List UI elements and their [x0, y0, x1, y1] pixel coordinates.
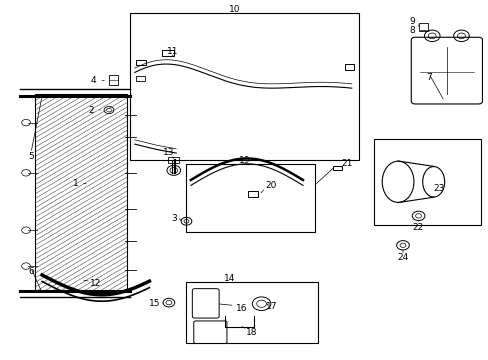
Text: 24: 24	[397, 253, 408, 262]
Text: 13: 13	[163, 148, 174, 157]
Bar	[168, 157, 179, 163]
Text: 14: 14	[224, 274, 235, 283]
Text: 23: 23	[433, 184, 444, 193]
Text: 21: 21	[341, 159, 352, 168]
Text: 2: 2	[88, 105, 94, 114]
Text: 12: 12	[90, 279, 101, 288]
Bar	[136, 59, 146, 65]
Text: 6: 6	[28, 267, 34, 276]
Bar	[161, 50, 173, 56]
Text: 22: 22	[411, 223, 422, 232]
Bar	[373, 139, 480, 225]
Text: 20: 20	[265, 181, 276, 190]
Bar	[418, 23, 427, 31]
Text: 15: 15	[148, 299, 160, 308]
Bar	[35, 94, 127, 291]
Bar	[109, 75, 118, 85]
Bar	[136, 76, 145, 81]
Text: 7: 7	[425, 73, 431, 82]
Text: 4: 4	[90, 76, 96, 85]
Text: 3: 3	[171, 214, 176, 223]
Text: 11: 11	[166, 47, 178, 56]
Text: 16: 16	[236, 304, 247, 313]
Text: 5: 5	[28, 152, 34, 161]
Text: 9: 9	[409, 17, 415, 26]
Text: 1: 1	[73, 179, 79, 188]
Text: 8: 8	[408, 26, 414, 35]
Text: 10: 10	[228, 5, 240, 14]
Text: 18: 18	[245, 328, 257, 337]
Bar	[248, 192, 258, 197]
Bar	[344, 64, 353, 69]
Text: 19: 19	[238, 156, 250, 165]
Text: 17: 17	[265, 302, 277, 311]
Bar	[332, 166, 341, 170]
Bar	[130, 13, 358, 160]
Bar	[185, 282, 317, 343]
Bar	[185, 164, 315, 232]
